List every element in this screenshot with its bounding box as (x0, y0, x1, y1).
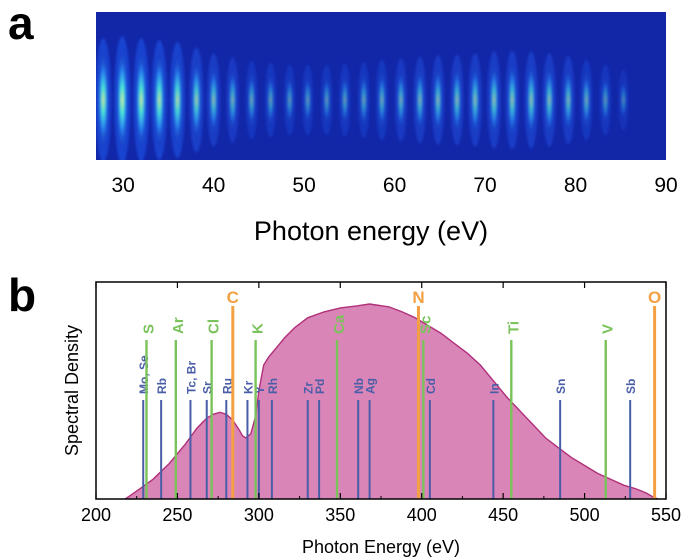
x-tick-label: 30 (111, 174, 134, 197)
harmonic-peak (452, 64, 462, 136)
harmonic-peak (601, 74, 610, 126)
x-tick-label: 250 (162, 505, 192, 525)
l-edge-label: Tc, Br (184, 361, 198, 394)
y-axis-label: Spectral Density (62, 325, 82, 456)
harmonic-peak (544, 63, 554, 137)
harmonic-peak (415, 66, 425, 134)
x-tick-label: 400 (407, 505, 437, 525)
x-tick-label: 300 (244, 505, 274, 525)
panel-a-harmonic-spectrum: 30 40 50 60 70 80 90 Photon energy (eV) (96, 12, 678, 246)
x-tick-label: 550 (651, 505, 681, 525)
harmonic-peak (433, 65, 443, 135)
harmonic-peak (266, 72, 275, 128)
harmonic-peak (322, 74, 331, 126)
x-tick-label: 70 (473, 174, 496, 197)
harmonic-peak (228, 66, 237, 134)
light-element-label: C (227, 288, 239, 307)
k-edge-label: Sc (417, 316, 434, 334)
k-edge-label: Cl (206, 319, 223, 334)
k-edge-label: V (600, 324, 617, 334)
harmonic-peak (359, 71, 368, 129)
l-edge-label: Pd (313, 379, 327, 394)
harmonic-peak (396, 68, 406, 132)
harmonic-peak (303, 74, 312, 126)
harmonic-peak (563, 65, 573, 135)
panel-b-letter: b (8, 269, 37, 321)
x-tick-label: 80 (564, 174, 587, 197)
harmonic-peak (171, 51, 183, 149)
spectrum-line (124, 303, 659, 500)
x-tick-label: 200 (81, 505, 111, 525)
k-edge-label: Ti (505, 321, 522, 334)
l-edge-label: Rh (266, 378, 280, 394)
x-tick-label: 90 (654, 174, 677, 197)
harmonic-peak (620, 79, 627, 121)
l-edge-label: Mo, Se (137, 355, 151, 394)
harmonic-peak (153, 49, 166, 151)
l-edge-label: Kr (241, 380, 255, 394)
harmonic-peak (97, 47, 110, 153)
l-edge-label: Sb (624, 379, 638, 394)
harmonic-peak (116, 46, 129, 154)
l-edge-label: Zr (302, 382, 316, 394)
harmonic-peak (377, 69, 387, 131)
x-tick-label: 500 (570, 505, 600, 525)
harmonic-peak (340, 73, 349, 127)
x-tick-label: 50 (292, 174, 315, 197)
k-edge-label: S (140, 324, 157, 334)
x-tick-label: 350 (325, 505, 355, 525)
light-element-label: N (412, 288, 424, 307)
harmonic-peak (191, 57, 202, 143)
l-edge-label: Cd (424, 378, 438, 394)
k-edge-label: K (250, 323, 267, 334)
l-edge-label: Rb (155, 378, 169, 394)
x-axis-label: Photon energy (eV) (254, 216, 488, 246)
k-edge-label: Ca (331, 314, 348, 334)
panel-a-letter: a (8, 0, 34, 49)
light-element-label: O (648, 288, 661, 307)
l-edge-label: In (487, 383, 501, 394)
l-edge-label: Y (253, 386, 267, 394)
x-tick-label: 40 (202, 174, 225, 197)
l-edge-label: Sn (554, 379, 568, 394)
harmonic-peak (489, 61, 499, 139)
harmonic-peak (135, 47, 148, 153)
l-edge-label: Nb (352, 378, 366, 394)
harmonic-peak (507, 60, 518, 140)
x-tick-label: 60 (383, 174, 406, 197)
harmonic-peak (526, 61, 536, 139)
l-edge-label: Ru (220, 378, 234, 394)
k-edge-label: Ar (170, 317, 187, 334)
harmonic-peak (247, 70, 256, 130)
harmonic-peak (208, 63, 219, 137)
harmonic-peak (285, 74, 294, 126)
x-tick-label: 450 (488, 505, 518, 525)
harmonic-peak (470, 63, 480, 137)
harmonic-peak (582, 69, 591, 131)
x-axis-label: Photon Energy (eV) (302, 537, 460, 557)
l-edge-label: Ag (364, 378, 378, 394)
